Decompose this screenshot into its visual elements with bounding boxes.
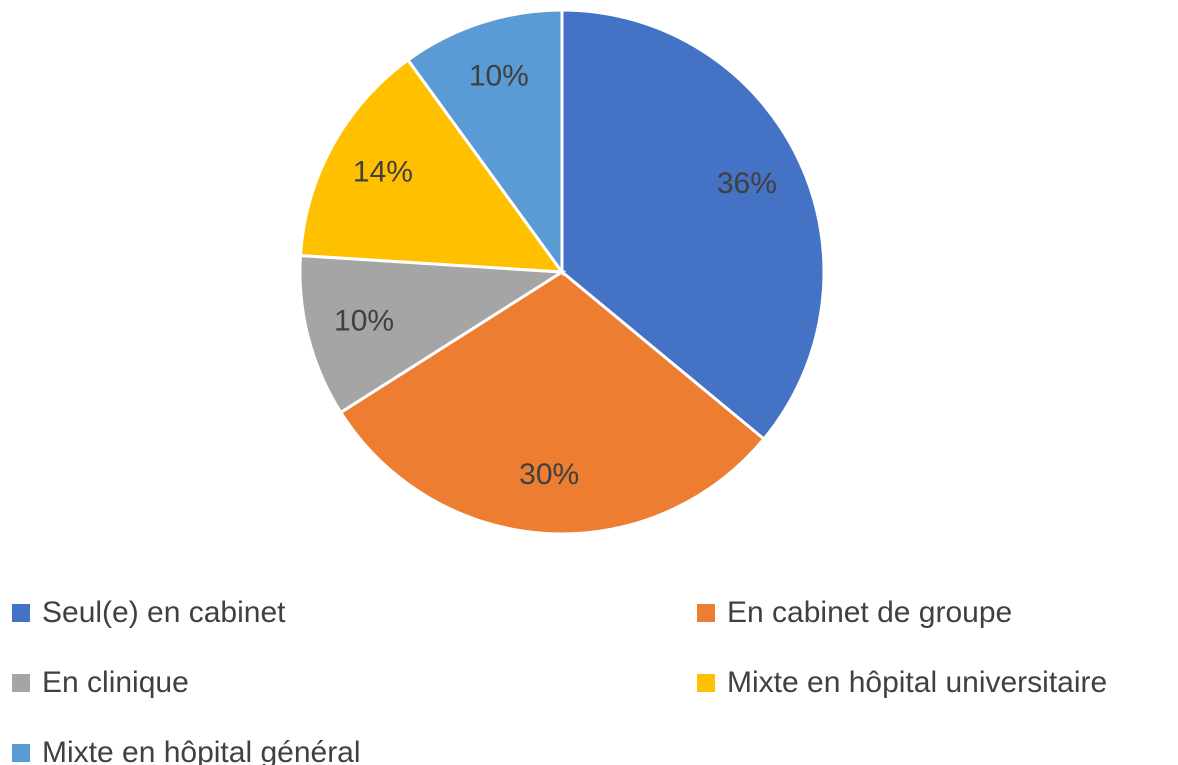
- pie-slice: [560, 8, 826, 442]
- pie-slice: [298, 57, 566, 274]
- data-label: 30%: [519, 458, 579, 491]
- pie-slice: [405, 8, 564, 277]
- pie-slice: [338, 270, 766, 536]
- legend-swatch: [12, 604, 30, 622]
- legend-swatch: [697, 674, 715, 692]
- legend-label: En cabinet de groupe: [727, 596, 1012, 629]
- data-label: 10%: [334, 305, 394, 338]
- legend-label: Seul(e) en cabinet: [42, 596, 286, 629]
- legend-label: En clinique: [42, 666, 189, 699]
- legend-swatch: [12, 674, 30, 692]
- data-label: 36%: [717, 167, 777, 200]
- legend-swatch: [12, 744, 30, 762]
- data-label: 14%: [353, 155, 413, 188]
- legend-label: Mixte en hôpital universitaire: [727, 666, 1107, 699]
- legend-label: Mixte en hôpital général: [42, 736, 361, 765]
- data-label: 10%: [469, 60, 529, 93]
- legend-swatch: [697, 604, 715, 622]
- pie-slice: [298, 253, 567, 415]
